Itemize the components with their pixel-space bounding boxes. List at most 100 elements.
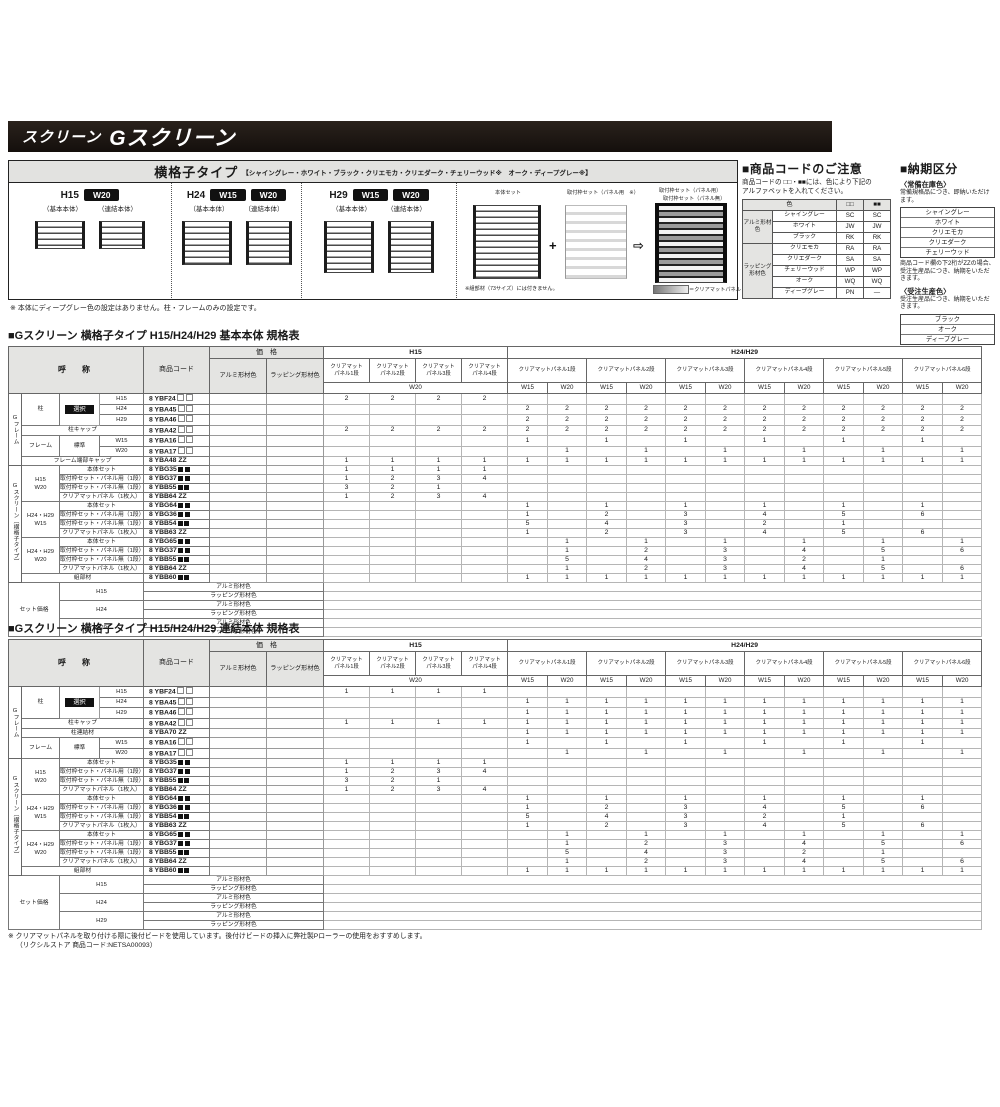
qty-cell bbox=[665, 537, 707, 547]
width-chip: W15 bbox=[210, 189, 246, 201]
name-header: 呼 称 bbox=[8, 639, 144, 687]
qty-cell: 1 bbox=[784, 445, 825, 457]
qty-cell bbox=[705, 465, 746, 475]
qty-cell bbox=[323, 519, 370, 529]
notice-cell: WP bbox=[863, 265, 891, 277]
qty-cell: 1 bbox=[415, 686, 462, 698]
qty-cell: 4 bbox=[784, 564, 825, 574]
notice-cell: SA bbox=[863, 254, 891, 266]
type-title: 横格子タイプ bbox=[154, 165, 239, 180]
code-color-box bbox=[177, 484, 183, 490]
qty-cell bbox=[586, 776, 628, 786]
code-color-box bbox=[178, 502, 184, 508]
delivery-section: ■納期区分 〈常備在庫色〉 常備規格品につき、即納いただけます。 シャイングレー ホワ… bbox=[900, 160, 995, 345]
qty-cell: 2 bbox=[369, 474, 416, 484]
qty-cell bbox=[863, 767, 904, 777]
qty-cell bbox=[323, 435, 370, 447]
qty-cell: 2 bbox=[744, 812, 786, 822]
qty-cell: 2 bbox=[586, 821, 628, 831]
notice-header-row: 色 □□ ■■ bbox=[742, 199, 891, 211]
h24-width-header: W20 bbox=[784, 382, 825, 394]
qty-cell bbox=[415, 848, 462, 858]
qty-cell: 2 bbox=[547, 414, 588, 426]
qty-cell: 1 bbox=[626, 866, 667, 876]
qty-cell: 1 bbox=[626, 707, 667, 719]
qty-cell bbox=[705, 803, 746, 813]
qty-cell bbox=[369, 564, 416, 574]
set-price-value bbox=[322, 884, 983, 894]
qty-cell: 2 bbox=[665, 414, 707, 426]
qty-cell bbox=[705, 821, 746, 831]
notice-cell: JW bbox=[863, 221, 891, 233]
qty-cell bbox=[665, 555, 707, 565]
product-code: 8 YBG37 bbox=[143, 474, 210, 484]
spec-row: フレーム 標準 W15 8 YBA16 1 1 1 1 1 1 bbox=[9, 737, 983, 759]
qty-cell: 1 bbox=[586, 707, 628, 719]
size-panel-sublabels: （基本本体） （連結本体） bbox=[302, 203, 456, 213]
qty-cell bbox=[460, 414, 509, 426]
price-cell bbox=[209, 839, 267, 849]
code-color-box bbox=[186, 415, 194, 422]
body-type-label: （連結本体） bbox=[387, 206, 426, 213]
qty-cell: 1 bbox=[942, 707, 983, 719]
qty-cell bbox=[369, 546, 416, 556]
spec-cell: 取付枠セット・パネル無（1段） bbox=[59, 848, 144, 858]
h24-panel-header: クリアマットパネル2段 bbox=[586, 358, 667, 383]
qty-cell: 1 bbox=[586, 501, 628, 511]
qty-cell: 4 bbox=[744, 510, 786, 520]
qty-cell bbox=[784, 510, 825, 520]
spec-cell: 取付枠セット・パネル用（1段） bbox=[59, 803, 144, 813]
product-code: 8 YBA45 bbox=[143, 696, 210, 708]
spec-cell: クリアマットパネル（1枚入） bbox=[59, 492, 144, 502]
qty-cell: 1 bbox=[863, 830, 904, 840]
qty-cell: 1 bbox=[323, 465, 370, 475]
price-cell bbox=[209, 510, 267, 520]
set-price-value bbox=[322, 582, 983, 592]
qty-cell bbox=[369, 501, 416, 511]
code-color-box bbox=[186, 425, 194, 433]
h24-width-header: W20 bbox=[626, 382, 667, 394]
qty-cell bbox=[823, 776, 865, 786]
qty-cell bbox=[942, 767, 983, 777]
qty-cell: 3 bbox=[705, 857, 746, 867]
qty-cell bbox=[863, 803, 904, 813]
qty-cell: 2 bbox=[744, 424, 786, 436]
price-cell bbox=[266, 474, 324, 484]
qty-cell bbox=[665, 564, 707, 574]
code-notice-desc-line2: アルファベットを入れてください。 bbox=[742, 187, 848, 195]
set-price-material: ラッピング形材色 bbox=[143, 609, 324, 619]
price-cell bbox=[209, 848, 267, 858]
body-type-label: （連結本体） bbox=[98, 206, 137, 213]
color-group-label: ラッピング形材色 bbox=[742, 243, 773, 299]
qty-cell: 2 bbox=[784, 848, 825, 858]
notice-cell: オーク bbox=[772, 276, 837, 288]
qty-cell bbox=[369, 414, 416, 426]
assembly-screen bbox=[565, 205, 627, 279]
qty-cell bbox=[705, 435, 746, 447]
qty-cell bbox=[942, 686, 983, 698]
h24-width-header: W15 bbox=[823, 675, 865, 687]
qty-cell bbox=[507, 393, 549, 405]
qty-cell bbox=[942, 510, 983, 520]
notice-cell: SC bbox=[863, 210, 891, 222]
qty-cell bbox=[460, 747, 509, 759]
code-color-box bbox=[184, 466, 190, 472]
qty-cell bbox=[626, 510, 667, 520]
qty-cell bbox=[507, 839, 549, 849]
qty-cell: 1 bbox=[547, 866, 588, 876]
qty-cell: 1 bbox=[547, 839, 588, 849]
qty-cell bbox=[863, 474, 904, 484]
qty-cell: 6 bbox=[902, 510, 944, 520]
qty-cell: 4 bbox=[586, 519, 628, 529]
code-color-box bbox=[177, 574, 183, 580]
price-cell bbox=[209, 728, 267, 738]
qty-cell bbox=[323, 537, 370, 547]
spec-cell: 取付枠セット・パネル無（1段） bbox=[59, 483, 144, 493]
code-color-box bbox=[177, 425, 185, 433]
size-panel-H29: H29 W15 W20 （基本本体） （連結本体） bbox=[301, 183, 456, 298]
screen-drawing bbox=[181, 221, 232, 265]
qty-cell: 1 bbox=[586, 794, 628, 804]
qty-cell: 2 bbox=[323, 393, 370, 405]
qty-cell bbox=[705, 737, 746, 749]
spec-row: 取付枠セット・パネル無（1段） 8 YBB54 5 4 3 2 1 bbox=[9, 519, 983, 529]
